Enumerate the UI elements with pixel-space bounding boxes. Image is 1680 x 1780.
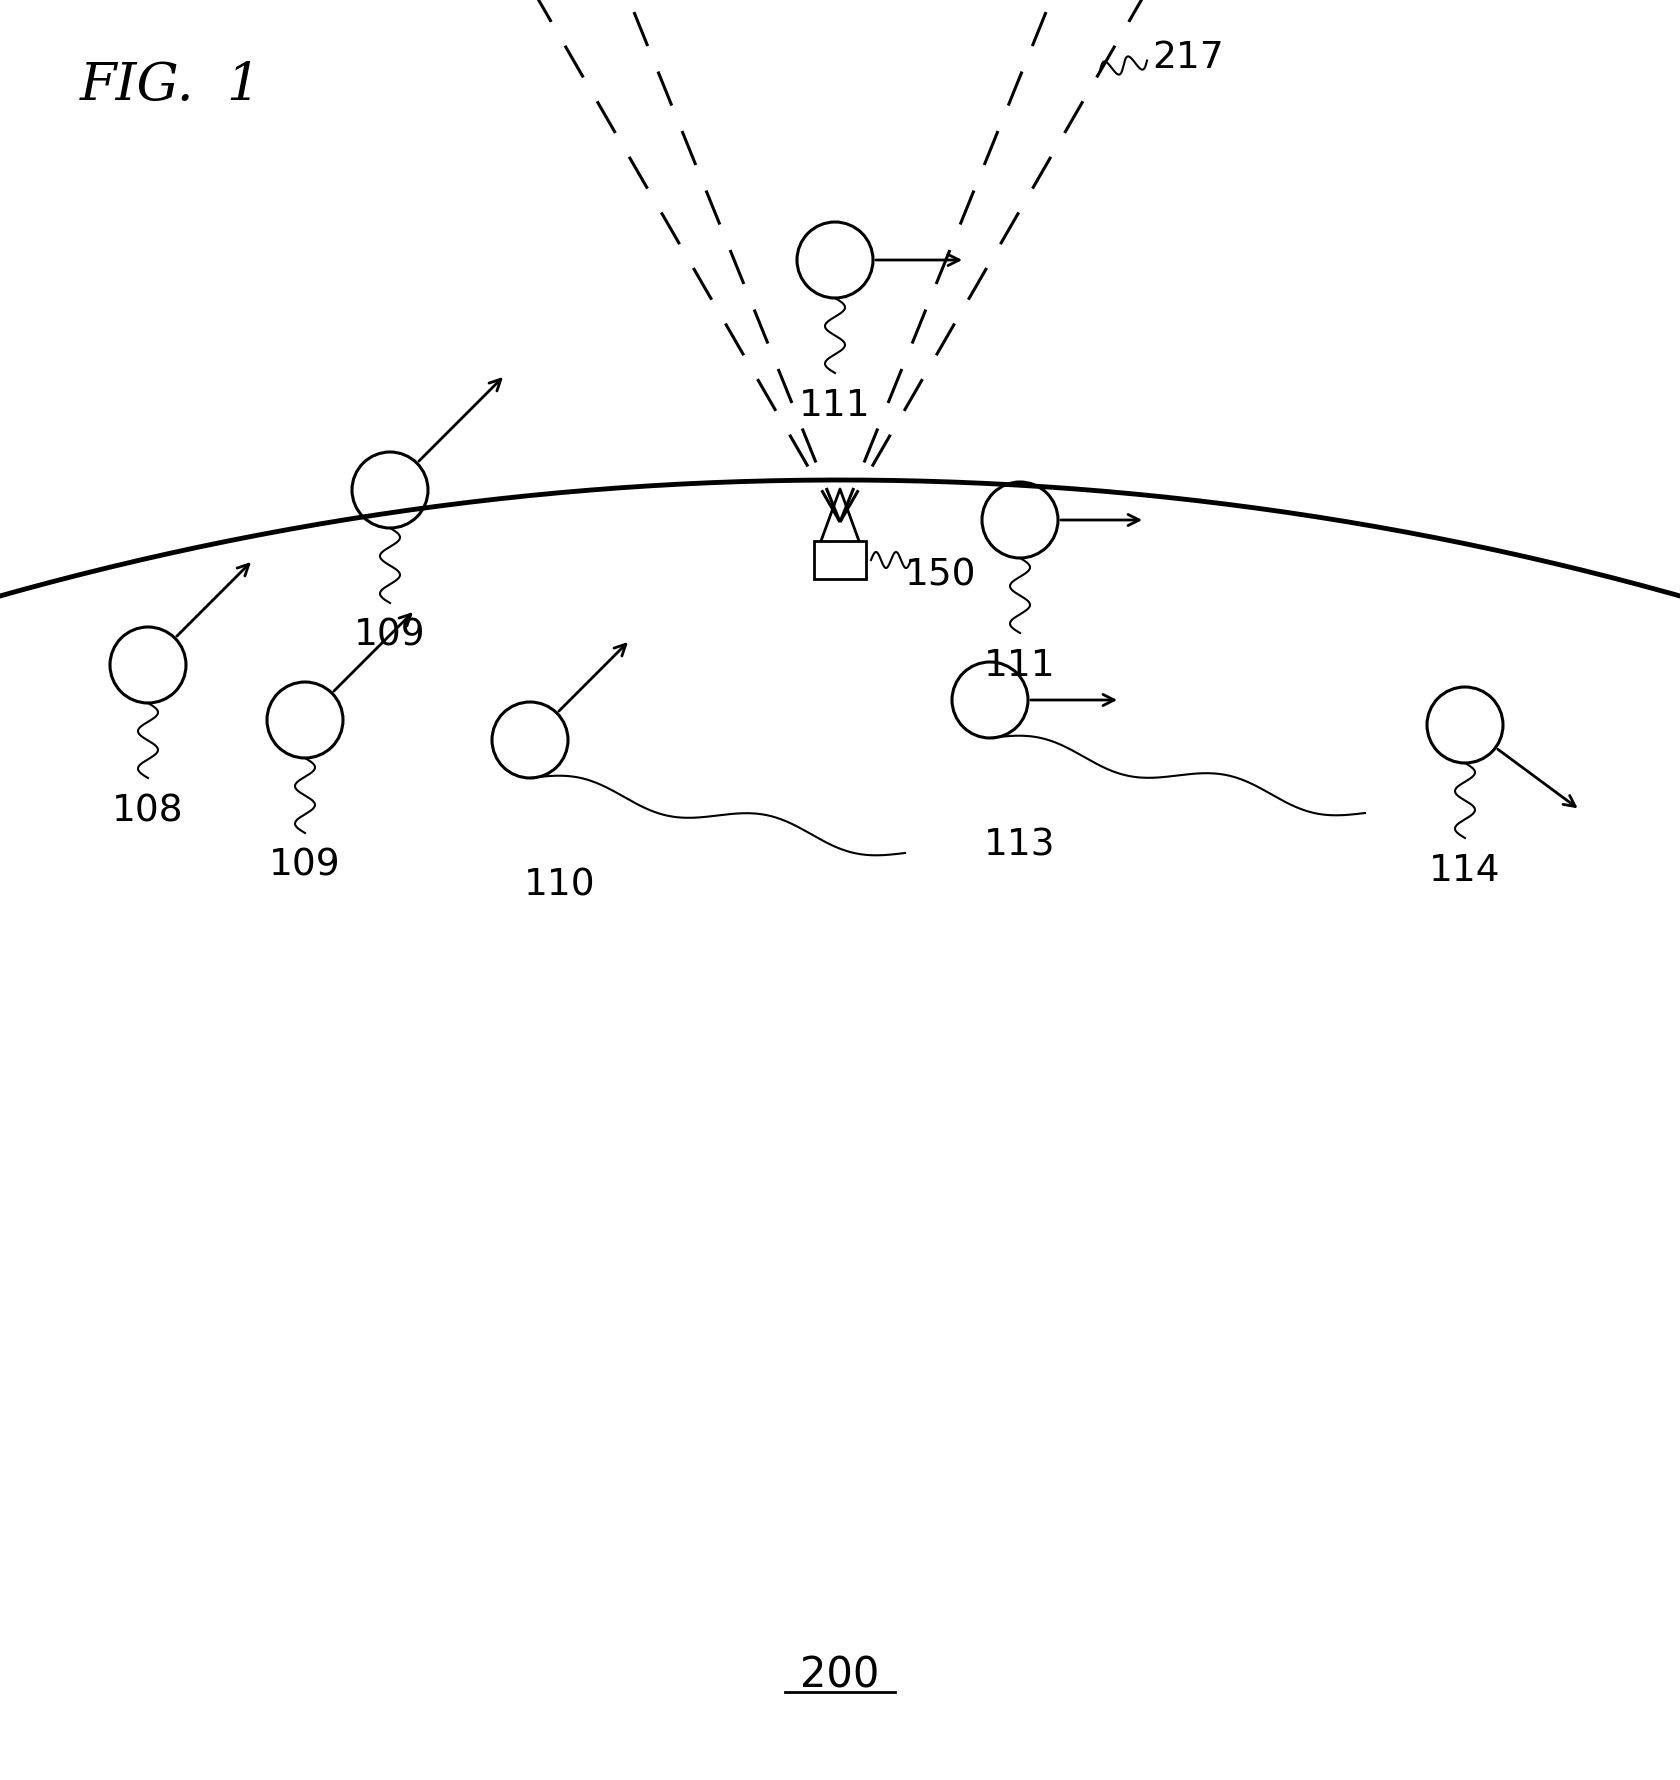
Bar (815, 541, 865, 578)
Text: 111: 111 (984, 648, 1055, 684)
Text: 111: 111 (800, 388, 870, 424)
Text: 109: 109 (354, 618, 425, 653)
Text: 200: 200 (800, 1654, 880, 1696)
Text: 113: 113 (984, 828, 1055, 863)
Text: 109: 109 (269, 847, 341, 885)
Text: 150: 150 (906, 557, 976, 593)
Text: 114: 114 (1430, 853, 1500, 888)
Text: 110: 110 (524, 869, 596, 904)
Text: 217: 217 (1152, 39, 1223, 75)
Text: 108: 108 (113, 794, 183, 829)
Text: FIG.  1: FIG. 1 (81, 61, 262, 110)
